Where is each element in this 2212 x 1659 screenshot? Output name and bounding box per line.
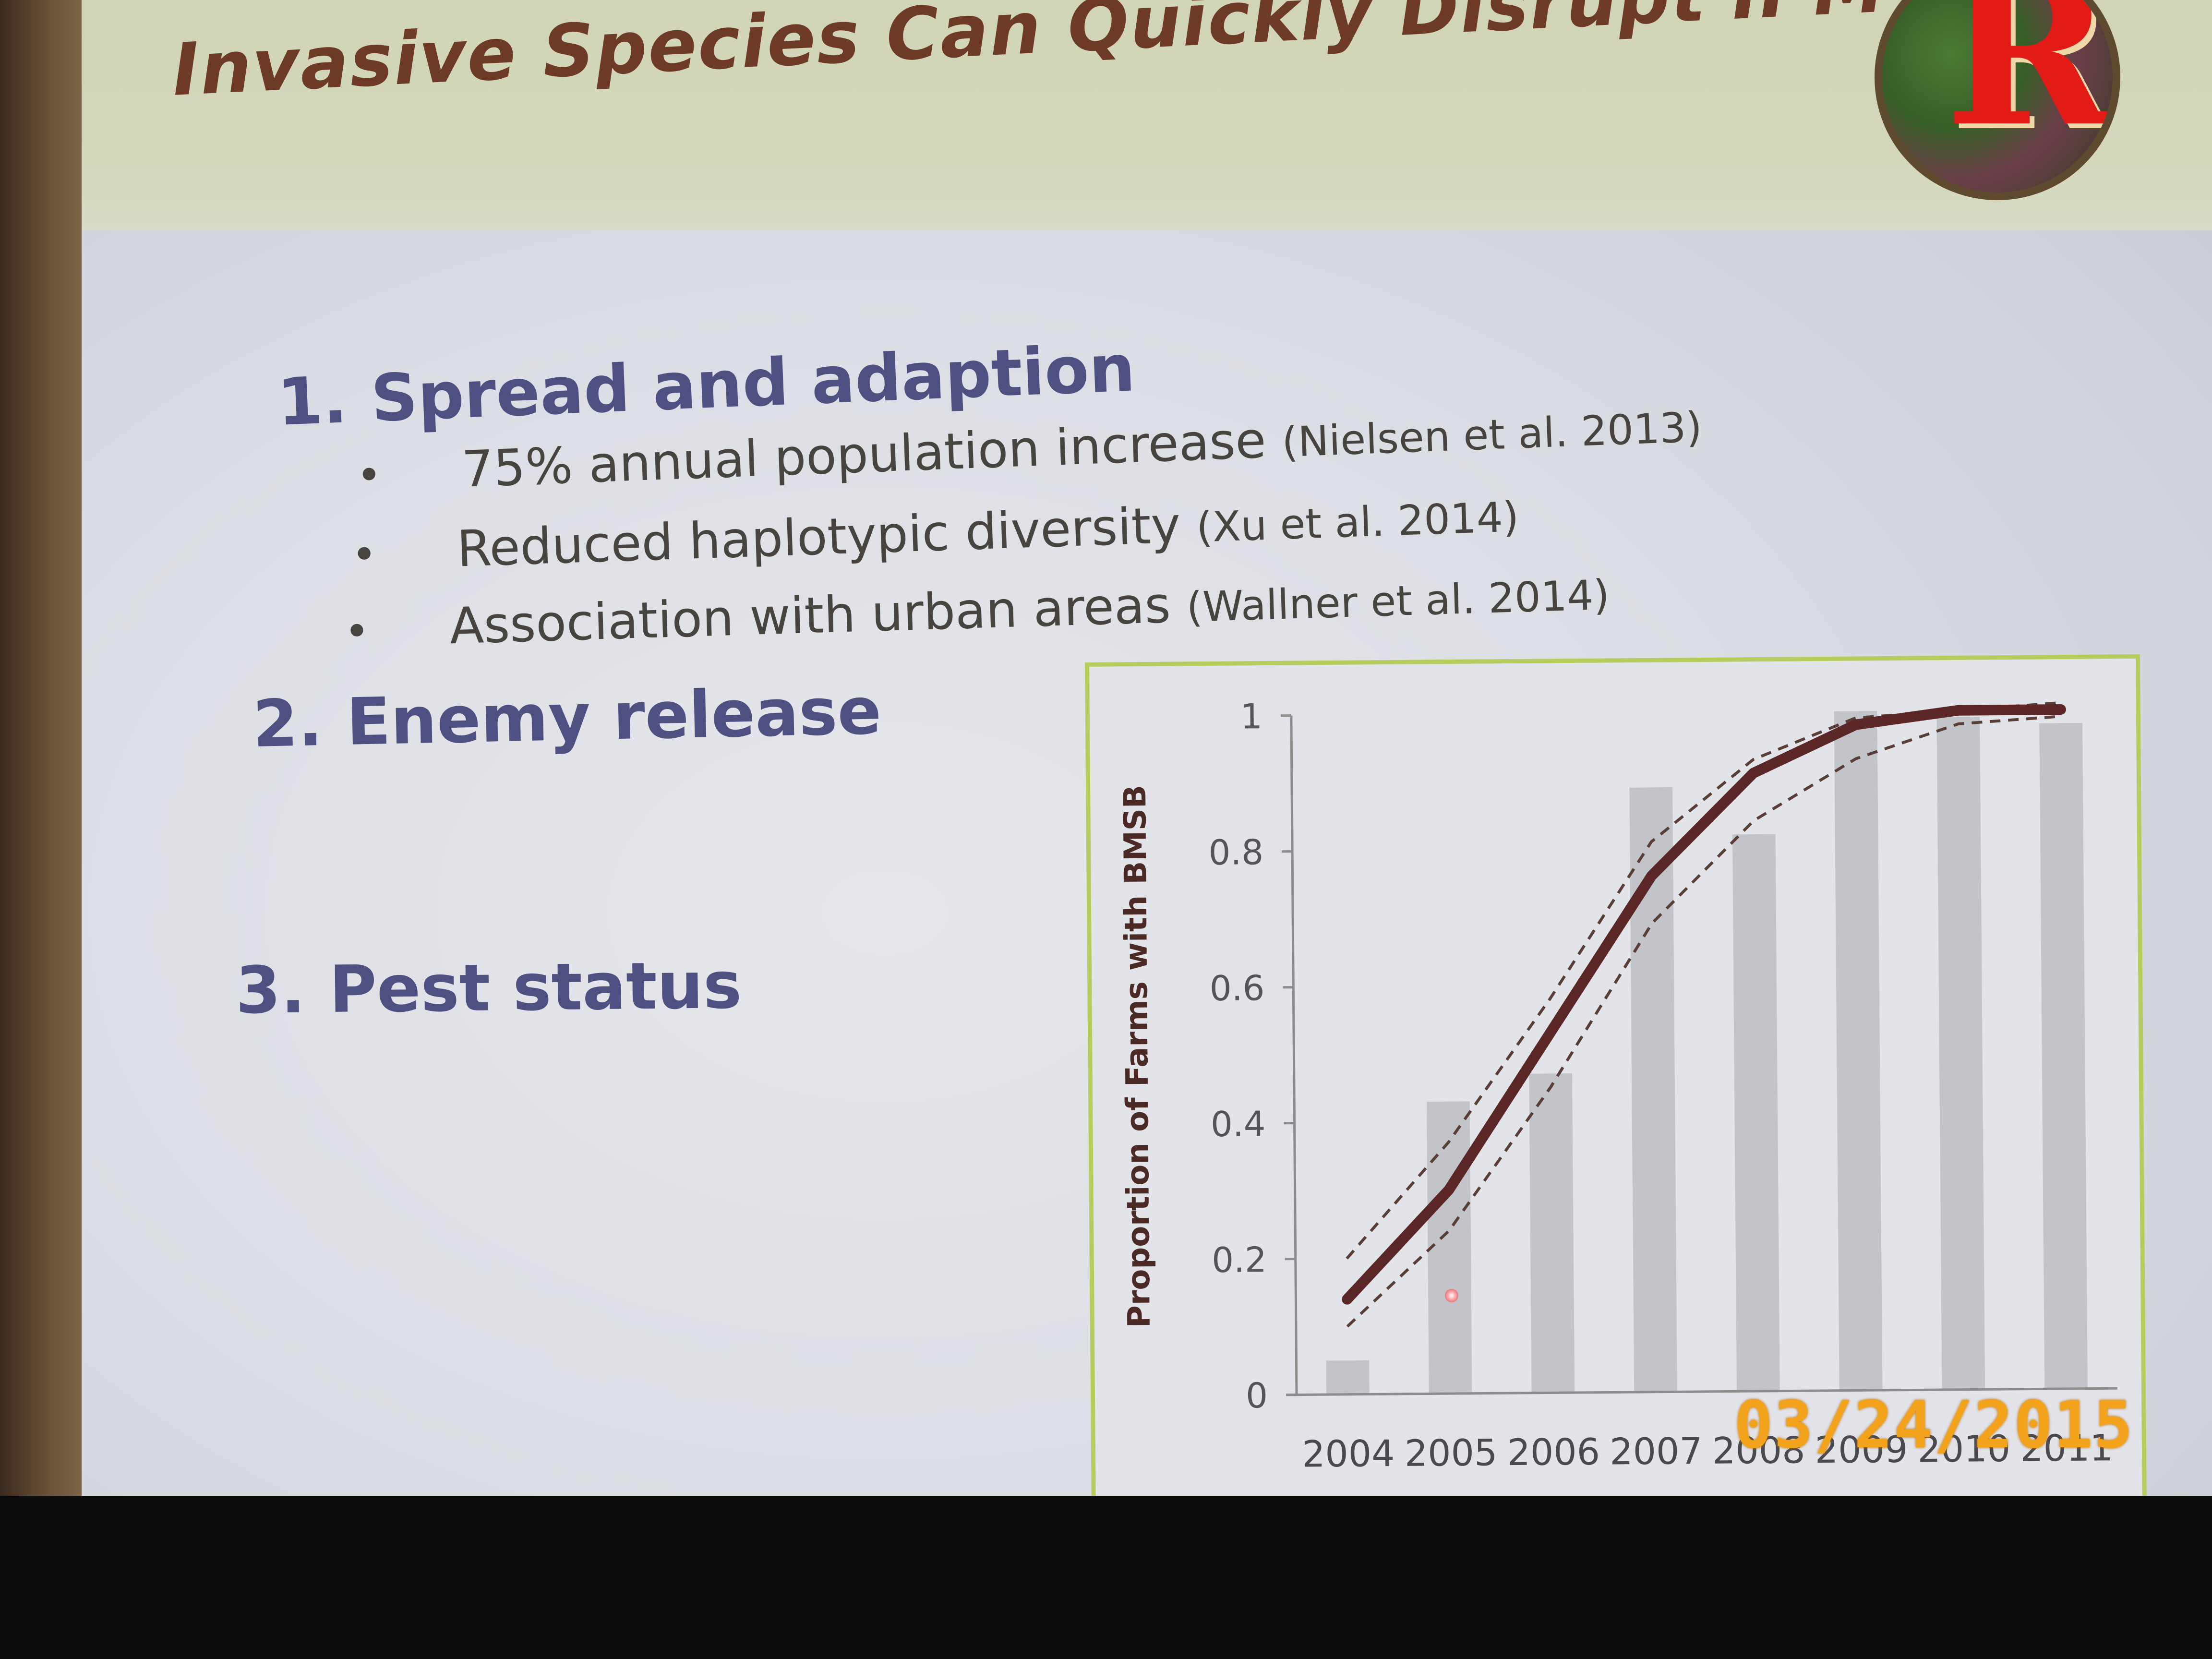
x-tick-label: 2010 [1917,1427,2010,1471]
section-2-title: Enemy release [345,673,882,760]
logo-letter: R [1945,0,2113,171]
x-tick-label: 2005 [1405,1431,1498,1475]
y-tick-label: 0.6 [1209,968,1264,1009]
x-tick-label: 2006 [1507,1431,1600,1474]
bottom-dark-band [0,1496,2212,1659]
y-tick-label: 0.2 [1212,1239,1267,1280]
section-2-heading: 2. Enemy release [252,673,882,762]
bullet-dot: • [355,450,383,501]
y-axis-label: Proportion of Farms with BMSB [1118,785,1157,1328]
camera-date-stamp: 03/24/2015 [1734,1387,2134,1463]
bullet-3-text: Association with urban areas [448,575,1172,656]
section-3-title: Pest status [328,947,742,1027]
chart-bar [1629,787,1677,1393]
left-wall-edge [0,0,82,1659]
fit-line [1342,704,2066,1305]
laser-pointer-dot [1445,1289,1458,1302]
lower-bound-line [1346,715,2061,1328]
y-tick-label: 0 [1246,1375,1268,1416]
chart-bar [1732,834,1780,1392]
bullet-2: • Reduced haplotypic diversity (Xu et al.… [350,484,1520,582]
chart-bar [1936,717,1985,1390]
x-tick-label: 2009 [1815,1428,1908,1472]
bullet-dot: • [343,606,371,657]
x-tick-label: 2004 [1302,1432,1395,1476]
x-axis-line [1286,1387,2117,1396]
section-3-heading: 3. Pest status [235,948,742,1028]
chart-frame: 0 0.2 0.4 0.6 0.8 1 2004 2005 2006 2007 2008 2009 20… [1085,654,2147,1530]
bullet-3: • Association with urban areas (Wallner e… [343,563,1610,659]
section-3-number: 3. [235,952,306,1028]
bullet-2-citation: (Xu et al. 2014) [1195,493,1520,552]
bullet-3-citation: (Wallner et al. 2014) [1186,571,1611,632]
chart-bar [2039,722,2088,1389]
chart-bar [1529,1073,1575,1393]
bullet-dot: • [350,529,378,580]
bullet-2-text: Reduced haplotypic diversity [456,495,1182,578]
x-tick-label: 2007 [1610,1430,1703,1473]
y-axis-line [1290,715,1298,1395]
section-1-number: 1. [276,362,349,440]
bullet-1-citation: (Nielsen et al. 2013) [1281,403,1703,467]
y-tick-label: 0.8 [1208,832,1263,873]
y-tick-label: 1 [1240,696,1262,736]
x-tick-label: 2008 [1712,1429,1805,1472]
slide-header-band [82,0,2212,230]
x-tick-label: 2011 [2020,1426,2113,1470]
y-tick-label: 0.4 [1211,1104,1266,1144]
chart-bar [1426,1101,1472,1394]
section-2-number: 2. [252,685,324,762]
chart-bar [1834,711,1883,1391]
chart-bar [1326,1360,1370,1395]
